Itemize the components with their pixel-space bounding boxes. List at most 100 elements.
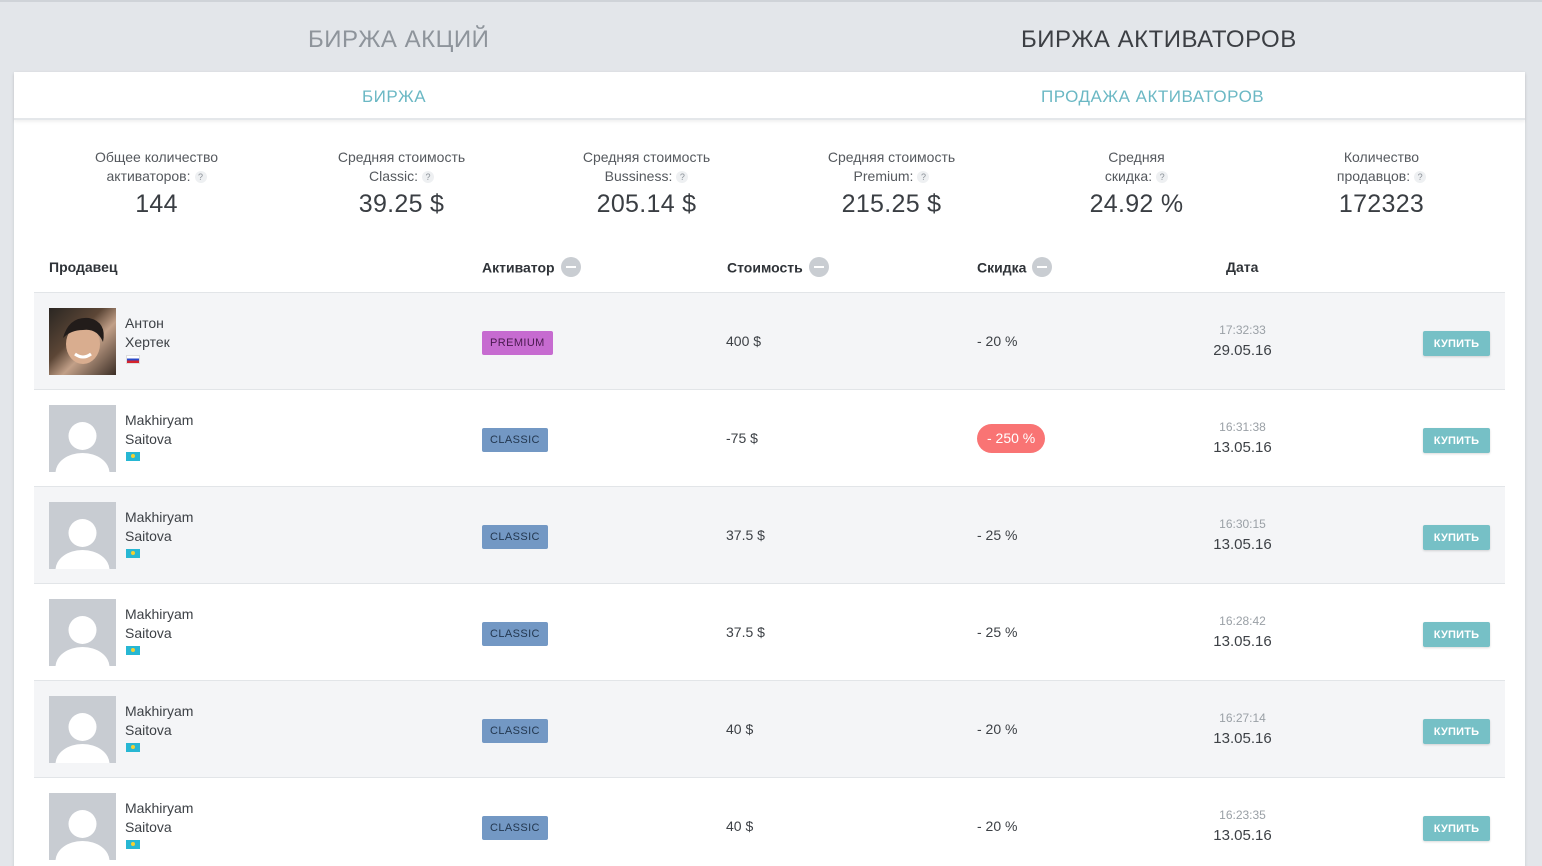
table-row: Makhiryam Saitova CLASSIC 37.5 $ - 25 % 16:28… [34, 583, 1505, 680]
column-seller: Продавец [49, 259, 118, 275]
seller-first-name: Makhiryam [125, 606, 194, 622]
buy-button[interactable]: КУПИТЬ [1423, 428, 1490, 453]
avatar[interactable] [49, 308, 116, 375]
stat-label: Средняя стоимость Classic:? [279, 148, 524, 186]
buy-button[interactable]: КУПИТЬ [1423, 331, 1490, 356]
stat-label: Количество продавцов:? [1259, 148, 1504, 186]
tab-sell-activators[interactable]: ПРОДАЖА АКТИВАТОРОВ [1041, 87, 1265, 106]
buy-button[interactable]: КУПИТЬ [1423, 622, 1490, 647]
column-price: Стоимость [727, 257, 829, 279]
activator-badge: CLASSIC [482, 428, 548, 452]
tab-activator-exchange[interactable]: БИРЖА АКТИВАТОРОВ [1021, 26, 1297, 53]
tab-stock-exchange[interactable]: БИРЖА АКЦИЙ [308, 26, 490, 53]
price-value: 37.5 $ [726, 624, 765, 640]
seller-last-name: Saitova [125, 819, 172, 835]
seller-name[interactable]: Makhiryam Saitova [125, 702, 265, 740]
buy-button[interactable]: КУПИТЬ [1423, 525, 1490, 550]
column-date: Дата [1226, 259, 1259, 275]
discount-value: - 20 % [977, 333, 1018, 349]
seller-last-name: Хертек [125, 334, 170, 350]
stat-item: Средняя скидка:? 24.92 % [1014, 148, 1259, 219]
table-row: Антон Хертек PREMIUM 400 $ - 20 % 17:32:33 29.… [34, 292, 1505, 389]
country-flag-icon [126, 840, 140, 849]
activator-badge: CLASSIC [482, 719, 548, 743]
stat-value: 144 [135, 190, 178, 218]
stat-value: 39.25 $ [358, 190, 445, 218]
listing-time: 16:31:38 [1219, 420, 1266, 434]
stat-label-line1: Средняя стоимость [827, 149, 956, 165]
avatar[interactable] [49, 599, 116, 666]
stat-value: 205.14 $ [596, 190, 697, 218]
price-value: 37.5 $ [726, 527, 765, 543]
listing-date: 13.05.16 [1213, 730, 1272, 747]
stat-item: Общее количество активаторов:? 144 [34, 148, 279, 219]
help-icon[interactable]: ? [917, 171, 930, 184]
help-icon[interactable]: ? [422, 171, 434, 184]
avatar[interactable] [49, 405, 116, 472]
seller-name[interactable]: Makhiryam Saitova [125, 508, 265, 546]
collapse-price-icon[interactable] [808, 257, 829, 277]
tab-exchange[interactable]: БИРЖА [362, 87, 427, 106]
activator-badge: PREMIUM [482, 331, 553, 355]
table-row: Makhiryam Saitova CLASSIC -75 $ - 250 % 16:31… [34, 389, 1505, 486]
stat-item: Количество продавцов:? 172323 [1259, 148, 1504, 219]
listing-date: 13.05.16 [1213, 439, 1272, 456]
activator-badge: CLASSIC [482, 525, 548, 549]
stat-label-line2: Bussiness: [604, 168, 673, 184]
help-icon[interactable]: ? [676, 171, 689, 184]
buy-button[interactable]: КУПИТЬ [1423, 816, 1490, 841]
seller-first-name: Антон [125, 315, 164, 331]
collapse-discount-icon[interactable] [1032, 257, 1053, 277]
listing-date: 13.05.16 [1213, 536, 1272, 553]
price-value: 400 $ [726, 333, 762, 349]
table-row: Makhiryam Saitova CLASSIC 40 $ - 20 % 16:27:1… [34, 680, 1505, 777]
price-value: 40 $ [726, 818, 754, 834]
seller-last-name: Saitova [125, 722, 172, 738]
seller-last-name: Saitova [125, 431, 172, 447]
top-tabs: БИРЖА АКЦИЙ БИРЖА АКТИВАТОРОВ [0, 0, 1542, 72]
collapse-activator-icon[interactable] [560, 257, 581, 277]
discount-value: - 25 % [977, 624, 1018, 640]
stat-label: Общее количество активаторов:? [34, 148, 279, 186]
sub-tabs: БИРЖА ПРОДАЖА АКТИВАТОРОВ [14, 72, 1525, 120]
stat-item: Средняя стоимость Bussiness:? 205.14 $ [524, 148, 769, 219]
seller-first-name: Makhiryam [125, 509, 194, 525]
activator-badge: CLASSIC [482, 816, 548, 840]
table-row: Makhiryam Saitova CLASSIC 37.5 $ - 25 % 16:30… [34, 486, 1505, 583]
listing-time: 16:23:35 [1219, 808, 1266, 822]
listing-time: 16:30:15 [1219, 517, 1266, 531]
buy-button[interactable]: КУПИТЬ [1423, 719, 1490, 744]
activator-badge: CLASSIC [482, 622, 548, 646]
stat-label: Средняя стоимость Bussiness:? [524, 148, 769, 186]
discount-value: - 25 % [977, 527, 1018, 543]
price-value: -75 $ [726, 430, 758, 446]
country-flag-icon [126, 646, 140, 655]
discount-value: - 250 % [977, 424, 1046, 453]
avatar[interactable] [49, 502, 116, 569]
country-flag-icon [126, 549, 140, 558]
seller-name[interactable]: Антон Хертек [125, 314, 265, 352]
avatar[interactable] [49, 793, 116, 860]
seller-name[interactable]: Makhiryam Saitova [125, 605, 265, 643]
help-icon[interactable]: ? [194, 171, 207, 184]
help-icon[interactable]: ? [1156, 171, 1169, 184]
stat-label-line2: продавцов: [1336, 168, 1411, 184]
stat-label-line1: Средняя стоимость [582, 149, 711, 165]
seller-last-name: Saitova [125, 625, 172, 641]
stat-label: Средняя скидка:? [1014, 148, 1259, 186]
seller-first-name: Makhiryam [125, 412, 194, 428]
help-icon[interactable]: ? [1414, 171, 1427, 184]
stat-label-line1: Общее количество [94, 149, 219, 165]
seller-name[interactable]: Makhiryam Saitova [125, 411, 265, 449]
avatar[interactable] [49, 696, 116, 763]
seller-name[interactable]: Makhiryam Saitova [125, 799, 265, 837]
column-discount: Скидка [977, 257, 1053, 279]
stat-label-line1: Средняя стоимость [337, 149, 466, 165]
stat-label-line1: Количество [1343, 149, 1420, 165]
price-value: 40 $ [726, 721, 754, 737]
stats-bar: Общее количество активаторов:? 144 Средняя … [14, 148, 1525, 228]
stat-value: 24.92 % [1089, 190, 1184, 218]
stat-item: Средняя стоимость Classic:? 39.25 $ [279, 148, 524, 219]
discount-value: - 20 % [977, 721, 1018, 737]
seller-first-name: Makhiryam [125, 703, 194, 719]
